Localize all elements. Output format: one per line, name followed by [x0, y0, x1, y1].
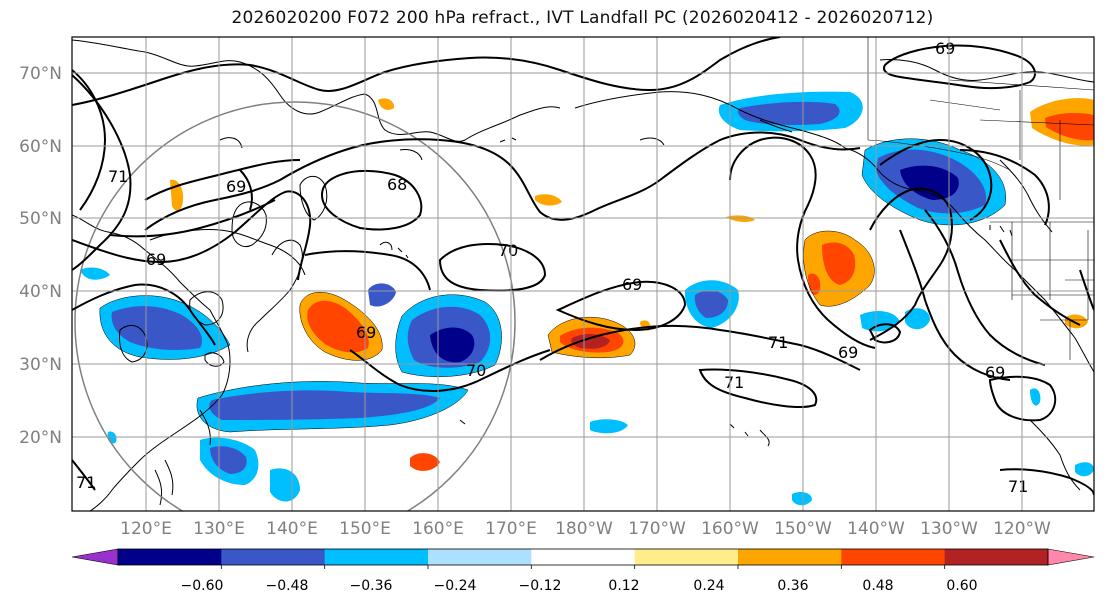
positive-anomaly-regions: [170, 98, 1094, 471]
map-title: 2026020200 F072 200 hPa refract., IVT La…: [231, 8, 934, 28]
lon-label: 150°E: [339, 519, 391, 539]
contour-label: 69: [838, 343, 858, 362]
contour-label: 69: [622, 275, 642, 294]
lon-label: 150°W: [774, 519, 832, 539]
colorbar-extend-low: [71, 548, 119, 566]
contour-labels: 69 71 69 68 69 70 69 69 71 71 69 69 70 7…: [76, 39, 1028, 496]
colorbar-tick-label: −0.12: [519, 578, 562, 594]
lon-label: 120°W: [993, 519, 1051, 539]
colorbar-tick-label: −0.36: [350, 578, 393, 594]
lon-label: 180°W: [555, 519, 613, 539]
colorbar-segment: [944, 549, 1049, 565]
colorbar-frame: [117, 548, 1049, 566]
contour-label: 69: [356, 323, 376, 342]
anomaly-outlines: [99, 138, 1007, 433]
lon-label: 170°E: [485, 519, 537, 539]
colorbar-segment: [738, 549, 842, 565]
contour-label: 71: [768, 333, 788, 352]
colorbar-tick-label: −0.60: [181, 578, 224, 594]
lon-label: 160°W: [701, 519, 759, 539]
colorbar-tick-label: −0.48: [266, 578, 309, 594]
map-frame: [71, 36, 1095, 512]
lon-label: 120°E: [120, 519, 172, 539]
lat-label: 60°N: [19, 137, 62, 157]
refractivity-contours: [72, 37, 1094, 496]
lat-label: 70°N: [19, 64, 62, 84]
lon-label: 130°W: [920, 519, 978, 539]
contour-label: 71: [1008, 477, 1028, 496]
colorbar-segment: [324, 549, 429, 565]
contour-label: 71: [76, 473, 96, 492]
lon-label: 170°W: [628, 519, 686, 539]
colorbar-extend-high: [1047, 548, 1095, 566]
contour-label: 70: [498, 241, 518, 260]
contour-label: 68: [387, 175, 407, 194]
colorbar-tick-label: 0.36: [777, 578, 808, 594]
lat-label: 40°N: [19, 282, 62, 302]
contour-label: 71: [724, 373, 744, 392]
colorbar-segment: [531, 549, 636, 565]
contour-label: 70: [466, 361, 486, 380]
colorbar-segment: [634, 549, 739, 565]
contour-label: 69: [935, 39, 955, 58]
colorbar-segment: [118, 549, 222, 565]
contour-label: 69: [146, 250, 166, 269]
colorbar-tick-label: −0.24: [434, 578, 477, 594]
colorbar-tick-label: 0.60: [946, 578, 977, 594]
lat-label: 30°N: [19, 355, 62, 375]
colorbar-segment: [841, 549, 946, 565]
colorbar: [71, 548, 1095, 569]
graticule: [72, 37, 1094, 511]
colorbar-tick-label: 0.48: [862, 578, 893, 594]
colorbar-segment: [221, 549, 326, 565]
contour-label: 71: [108, 167, 128, 186]
contour-label: 69: [226, 177, 246, 196]
negative-anomaly-regions: [80, 91, 1094, 506]
lon-label: 140°E: [266, 519, 318, 539]
contour-label: 69: [985, 363, 1005, 382]
map-background: [72, 37, 1094, 511]
region-circle: [74, 101, 516, 511]
lat-label: 20°N: [19, 428, 62, 448]
lon-label: 130°E: [193, 519, 245, 539]
latitude-labels: 70°N 60°N 50°N 40°N 30°N 20°N: [19, 64, 62, 448]
political-borders: [867, 37, 1094, 360]
lon-label: 160°E: [412, 519, 464, 539]
colorbar-segment: [428, 549, 532, 565]
colorbar-tick-labels: −0.60 −0.48 −0.36 −0.24 −0.12 0.12 0.24 …: [181, 578, 978, 594]
colorbar-tick-label: 0.12: [608, 578, 639, 594]
longitude-labels: 120°E 130°E 140°E 150°E 160°E 170°E 180°…: [120, 519, 1051, 539]
colorbar-tick-label: 0.24: [693, 578, 724, 594]
lat-label: 50°N: [19, 209, 62, 229]
lon-label: 140°W: [847, 519, 905, 539]
